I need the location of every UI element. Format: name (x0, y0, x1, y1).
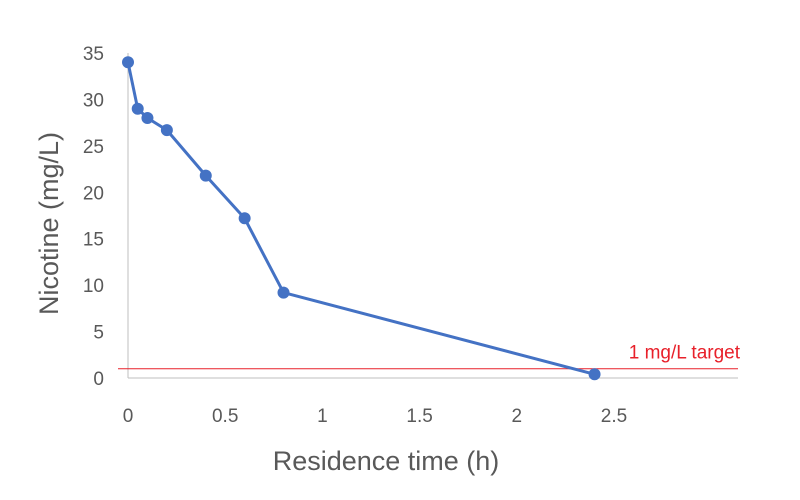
y-tick-label: 20 (83, 183, 104, 204)
data-point (277, 286, 290, 299)
y-tick-label: 35 (83, 44, 104, 65)
tick-labels: 0 5 10 15 20 25 30 35 0 0.5 1 1.5 2 2.5 (83, 44, 627, 427)
data-point (199, 169, 212, 182)
y-axis-title: Nicotine (mg/L) (34, 132, 64, 315)
y-tick-label: 0 (93, 369, 104, 390)
x-tick-label: 0 (123, 406, 134, 427)
data-point (160, 124, 173, 137)
data-point (588, 368, 601, 381)
data-point (238, 212, 251, 225)
reference-line-group: 1 mg/L target (118, 343, 741, 370)
target-line-label: 1 mg/L target (629, 343, 741, 364)
data-point (131, 102, 144, 115)
x-axis-title: Residence time (h) (273, 446, 500, 476)
x-tick-label: 2.5 (601, 406, 627, 427)
data-point (141, 112, 154, 124)
y-tick-label: 10 (83, 276, 104, 297)
y-tick-label: 25 (83, 137, 104, 158)
axes (127, 53, 738, 379)
x-tick-label: 1.5 (406, 406, 432, 427)
series-line (126, 61, 595, 376)
series-group (122, 56, 601, 381)
x-tick-label: 2 (512, 406, 523, 427)
y-tick-label: 5 (93, 323, 104, 344)
y-tick-label: 30 (83, 90, 104, 111)
x-tick-label: 1 (317, 406, 328, 427)
data-point (122, 56, 134, 69)
y-tick-label: 15 (83, 230, 104, 251)
x-tick-label: 0.5 (212, 406, 238, 427)
